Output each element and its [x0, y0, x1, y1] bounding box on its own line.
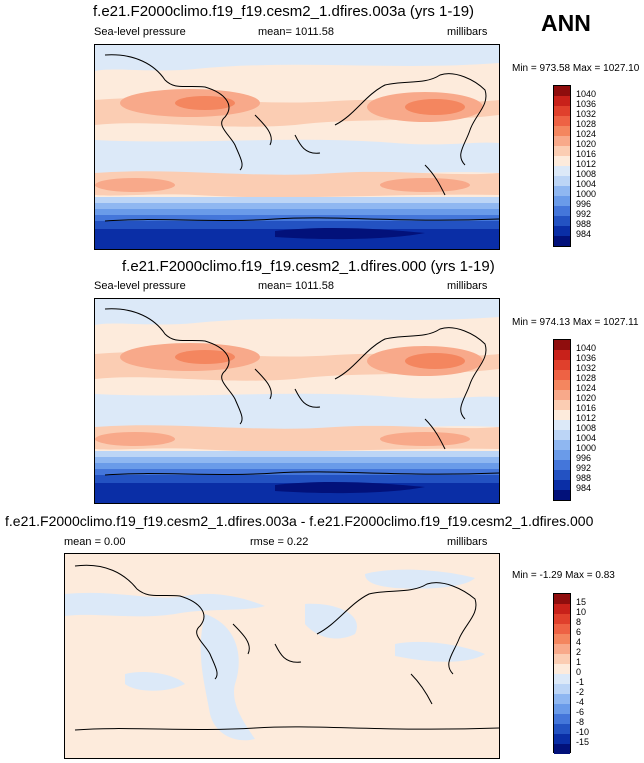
panel-1-cb-label: 1036	[576, 99, 597, 109]
panel-3-mean: mean = 0.00	[64, 536, 126, 548]
panel-3-cb-label: -4	[576, 697, 585, 707]
panel-2-cb-label: 1000	[576, 443, 597, 453]
panel-1-mean: mean= 1011.58	[258, 26, 334, 38]
panel-3-map	[64, 553, 500, 759]
panel-3-cb-label: 2	[576, 647, 582, 657]
panel-1-cb-label: 1032	[576, 109, 597, 119]
panel-1-cb-label: 1008	[576, 169, 597, 179]
panel-3-cb-label: 4	[576, 637, 582, 647]
panel-3-cb-label: 15	[576, 597, 587, 607]
panel-2-cb-label: 1028	[576, 373, 597, 383]
panel-1-cb-label: 1028	[576, 119, 597, 129]
panel-3-cb-label: 6	[576, 627, 582, 637]
panel-3-rmse: rmse = 0.22	[250, 536, 309, 548]
panel-1-cb-label: 1000	[576, 189, 597, 199]
season-label: ANN	[541, 10, 591, 36]
panel-2-title: f.e21.F2000climo.f19_f19.cesm2_1.dfires.…	[122, 258, 495, 275]
panel-1-cb-label: 984	[576, 229, 592, 239]
panel-1-cb-label: 1004	[576, 179, 597, 189]
panel-2-units: millibars	[447, 280, 488, 292]
panel-2-cb-label: 1036	[576, 353, 597, 363]
panel-1-variable: Sea-level pressure	[94, 26, 186, 38]
panel-1-cb-label: 988	[576, 219, 592, 229]
panel-2-colorbar	[553, 339, 571, 501]
panel-1-cb-label: 1016	[576, 149, 597, 159]
panel-3-colorbar	[553, 593, 571, 754]
panel-2-cb-label: 992	[576, 463, 592, 473]
panel-1-cb-label: 996	[576, 199, 592, 209]
panel-2-minmax: Min = 974.13 Max = 1027.11	[512, 317, 639, 328]
panel-2-cb-label: 1020	[576, 393, 597, 403]
panel-2-map	[94, 298, 500, 504]
panel-2-cb-label: 996	[576, 453, 592, 463]
panel-2-cb-label: 1040	[576, 343, 597, 353]
panel-3-cb-label: -10	[576, 727, 590, 737]
panel-2-cb-label: 1016	[576, 403, 597, 413]
panel-2-cb-label: 1004	[576, 433, 597, 443]
panel-1-cb-label: 1020	[576, 139, 597, 149]
panel-1-cb-label: 992	[576, 209, 592, 219]
panel-3-units: millibars	[447, 536, 488, 548]
panel-1-units: millibars	[447, 26, 488, 38]
panel-1-map	[94, 44, 500, 250]
panel-3-cb-label: -15	[576, 737, 590, 747]
panel-3-cb-label: -8	[576, 717, 585, 727]
panel-1-minmax: Min = 973.58 Max = 1027.10	[512, 63, 640, 74]
panel-2-variable: Sea-level pressure	[94, 280, 186, 292]
panel-1-cb-label: 1012	[576, 159, 597, 169]
panel-3-cb-label: -1	[576, 677, 585, 687]
panel-2-cb-label: 1032	[576, 363, 597, 373]
panel-2-cb-label: 988	[576, 473, 592, 483]
panel-2-cb-label: 1024	[576, 383, 597, 393]
panel-3-cb-label: 0	[576, 667, 582, 677]
panel-1-cb-label: 1024	[576, 129, 597, 139]
panel-3-title: f.e21.F2000climo.f19_f19.cesm2_1.dfires.…	[5, 513, 594, 529]
panel-3-minmax: Min = -1.29 Max = 0.83	[512, 570, 615, 581]
panel-1-colorbar	[553, 85, 571, 247]
panel-2-cb-label: 1012	[576, 413, 597, 423]
panel-3-cb-label: -6	[576, 707, 585, 717]
panel-1-cb-label: 1040	[576, 89, 597, 99]
panel-1-title: f.e21.F2000climo.f19_f19.cesm2_1.dfires.…	[93, 3, 475, 20]
panel-2-cb-label: 1008	[576, 423, 597, 433]
panel-3-cb-label: -2	[576, 687, 585, 697]
panel-2-mean: mean= 1011.58	[258, 280, 334, 292]
panel-3-cb-label: 10	[576, 607, 587, 617]
panel-3-cb-label: 1	[576, 657, 582, 667]
panel-2-cb-label: 984	[576, 483, 592, 493]
panel-3-cb-label: 8	[576, 617, 582, 627]
